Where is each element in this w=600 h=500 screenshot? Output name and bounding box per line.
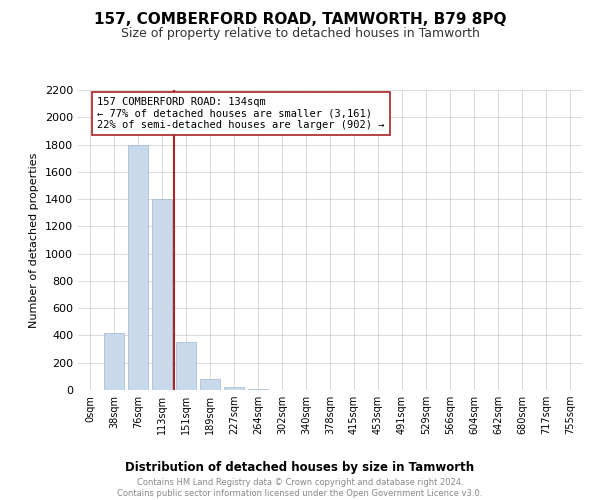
Text: 157 COMBERFORD ROAD: 134sqm
← 77% of detached houses are smaller (3,161)
22% of : 157 COMBERFORD ROAD: 134sqm ← 77% of det… (97, 97, 385, 130)
Bar (104, 332, 124, 390)
Bar (224, 386, 244, 390)
Text: Contains HM Land Registry data © Crown copyright and database right 2024.
Contai: Contains HM Land Registry data © Crown c… (118, 478, 482, 498)
Bar (176, 342, 196, 390)
Bar (200, 379, 220, 390)
Text: Distribution of detached houses by size in Tamworth: Distribution of detached houses by size … (125, 461, 475, 474)
Bar (152, 199, 172, 390)
Text: 157, COMBERFORD ROAD, TAMWORTH, B79 8PQ: 157, COMBERFORD ROAD, TAMWORTH, B79 8PQ (94, 12, 506, 28)
Y-axis label: Number of detached properties: Number of detached properties (29, 152, 40, 328)
Bar (128, 144, 148, 390)
Text: Size of property relative to detached houses in Tamworth: Size of property relative to detached ho… (121, 28, 479, 40)
Bar (248, 388, 268, 390)
